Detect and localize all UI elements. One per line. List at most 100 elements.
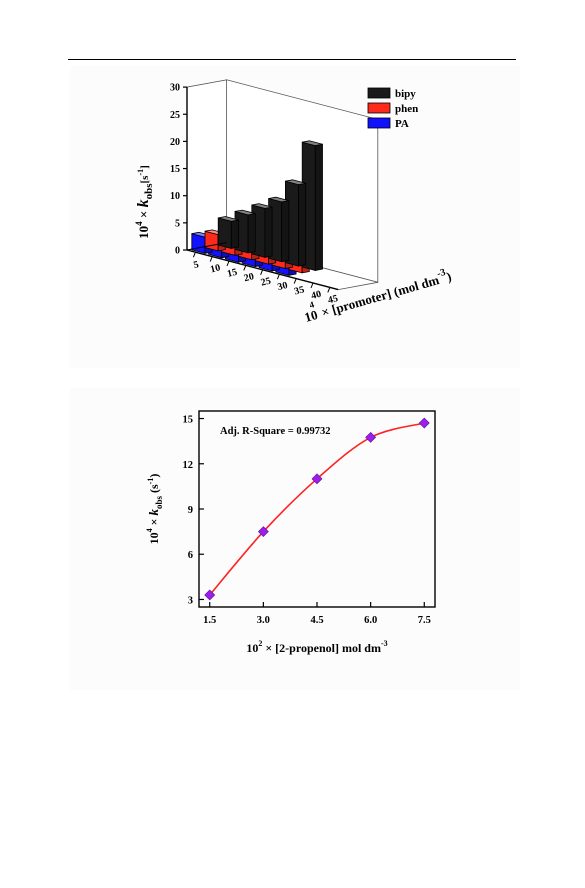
x-tick bbox=[260, 269, 264, 275]
y-tick-label: 15 bbox=[183, 415, 194, 426]
y-title-unit-exp: -1 bbox=[146, 478, 155, 485]
x-tick bbox=[192, 252, 196, 258]
x-tick-label: 45 bbox=[327, 293, 339, 306]
x-axis: 5 10 15 20 25 30 35 40 45 bbox=[186, 242, 339, 306]
data-point-1.5 bbox=[204, 589, 216, 601]
x-tick-label: 3.0 bbox=[257, 615, 270, 626]
y-title-times: × bbox=[147, 516, 161, 529]
y-title-sub: obs bbox=[143, 183, 155, 200]
x-tick-label: 7.5 bbox=[418, 615, 431, 626]
bar-side bbox=[264, 206, 273, 258]
x-tick-label: 40 bbox=[310, 289, 322, 302]
x-tick bbox=[209, 256, 213, 262]
page-header-rule bbox=[68, 59, 516, 60]
x-title-prefix: 10 bbox=[246, 641, 258, 655]
y-title-prefix: 10 bbox=[147, 532, 161, 544]
x-title-exp: 2 bbox=[258, 639, 262, 648]
x-tick bbox=[276, 274, 280, 280]
annotation: Adj. R-Square = 0.99732 bbox=[220, 426, 331, 437]
bar-side bbox=[298, 182, 307, 267]
y-title-unit-close: ] bbox=[139, 165, 151, 169]
y-tick-label: 15 bbox=[170, 164, 180, 175]
legend-label-bipy: bipy bbox=[395, 88, 416, 100]
x-title-unit-exp: -3 bbox=[381, 639, 388, 648]
x-title-prefix: 10 bbox=[303, 307, 320, 325]
x-tick-label: 4.5 bbox=[310, 615, 323, 626]
y-tick-label: 20 bbox=[170, 137, 180, 148]
bar-top bbox=[268, 196, 290, 203]
y-axis-title: 104 × kobs (s-1) bbox=[145, 474, 164, 545]
x-title-unit-exp: -3 bbox=[436, 267, 447, 280]
legend-swatch-PA bbox=[367, 117, 391, 129]
y-axis: 0 5 10 15 20 25 30 bbox=[170, 83, 188, 257]
y-title-times: × bbox=[136, 207, 151, 221]
x-tick-label: 35 bbox=[293, 284, 305, 297]
x-tick-label: 20 bbox=[243, 271, 255, 284]
y-tick-label: 10 bbox=[170, 191, 180, 202]
fit-curve bbox=[209, 422, 425, 596]
bar-chart-3d-panel: 0 5 10 15 20 25 30 5 10 15 20 25 30 35 40 45 bipy phen P… bbox=[70, 66, 520, 368]
y-title-k: k bbox=[135, 199, 152, 207]
x-title-close: ) bbox=[445, 269, 453, 285]
y-title-unit-close: ) bbox=[147, 474, 161, 478]
bar-top bbox=[234, 209, 256, 216]
y-tick-label: 5 bbox=[175, 218, 180, 229]
x-tick bbox=[243, 265, 247, 271]
x-tick-label: 6.0 bbox=[364, 615, 377, 626]
bar-side bbox=[230, 219, 239, 249]
legend-label-phen: phen bbox=[395, 103, 418, 115]
data-point-4.5 bbox=[311, 473, 323, 485]
x-tick-label: 30 bbox=[276, 280, 288, 293]
data-point-7.5 bbox=[418, 417, 430, 429]
bar-chart-3d: 0 5 10 15 20 25 30 5 10 15 20 25 30 35 40 45 bipy phen P… bbox=[134, 79, 453, 325]
x-title-main: × [2-propenol] mol dm bbox=[262, 641, 381, 655]
x-tick bbox=[226, 260, 230, 267]
y-title-unit: (s bbox=[147, 484, 161, 496]
bar-top bbox=[302, 140, 323, 147]
x-tick-label: 10 bbox=[209, 262, 221, 275]
y-tick-label: 0 bbox=[175, 246, 180, 257]
y-tick-label: 25 bbox=[170, 110, 180, 121]
x-tick-label: 25 bbox=[260, 276, 272, 289]
data-point-6 bbox=[365, 431, 377, 443]
bar-top bbox=[285, 179, 306, 186]
y-title-unit-exp: -1 bbox=[136, 169, 145, 176]
bars bbox=[191, 140, 323, 276]
y-tick-label: 30 bbox=[170, 83, 180, 94]
bar-side bbox=[314, 143, 323, 271]
y-tick-label: 9 bbox=[188, 505, 193, 516]
legend-label-PA: PA bbox=[395, 118, 409, 130]
scatter-chart: 1.5 3.0 4.5 6.0 7.5 3 6 9 12 15 Adj. R-Square = 0… bbox=[145, 410, 436, 655]
y-title-sub: obs bbox=[154, 496, 164, 510]
legend: bipy phen PA bbox=[367, 87, 418, 130]
y-axis-title: 104 × kobs[s-1] bbox=[134, 165, 155, 239]
bar-bipy-5 bbox=[217, 216, 239, 250]
y-title-exp: 4 bbox=[134, 221, 144, 226]
data-points bbox=[204, 417, 430, 601]
y-tick-label: 3 bbox=[188, 595, 193, 606]
plot-frame bbox=[198, 410, 436, 608]
y-title-prefix: 10 bbox=[136, 226, 151, 239]
y-tick-label: 12 bbox=[183, 460, 194, 471]
x-title-exp: 4 bbox=[308, 299, 316, 310]
x-tick bbox=[327, 287, 331, 293]
y-title-exp: 4 bbox=[145, 528, 154, 532]
x-tick-label: 1.5 bbox=[203, 615, 216, 626]
axis-ticks: 1.5 3.0 4.5 6.0 7.5 3 6 9 12 15 bbox=[183, 415, 431, 626]
x-tick-label: 5 bbox=[192, 259, 200, 271]
legend-swatch-phen bbox=[367, 102, 391, 114]
x-axis-title: 102 × [2-propenol] mol dm-3 bbox=[246, 639, 387, 655]
bar-top bbox=[218, 216, 239, 222]
depth-axis-line bbox=[186, 242, 227, 251]
scatter-chart-panel: 1.5 3.0 4.5 6.0 7.5 3 6 9 12 15 Adj. R-Square = 0… bbox=[70, 388, 520, 690]
y-title-k: k bbox=[146, 509, 161, 516]
bar-side bbox=[281, 200, 290, 263]
x-tick-label: 15 bbox=[226, 267, 238, 280]
y-tick-label: 6 bbox=[188, 550, 193, 561]
data-point-3 bbox=[257, 526, 269, 538]
x-tick bbox=[310, 282, 314, 289]
bar-side bbox=[247, 213, 256, 254]
bar-top bbox=[251, 203, 273, 209]
legend-swatch-bipy bbox=[367, 87, 391, 99]
y-title-unit: [s bbox=[139, 175, 151, 184]
